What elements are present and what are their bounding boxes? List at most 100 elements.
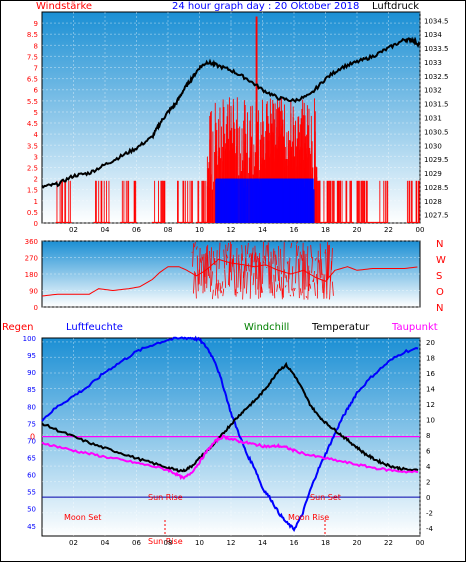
wind-y-tick: 4.5 — [27, 120, 38, 128]
pressure-y-tick: 1033 — [424, 59, 442, 67]
legend-temperatur: Temperatur — [311, 322, 370, 333]
temp-y-tick: 12 — [426, 401, 435, 409]
wind-y-tick: 2 — [34, 176, 38, 184]
x-tick: 10 — [195, 539, 204, 547]
wind-y-tick: 3 — [34, 153, 38, 161]
wind-y-tick: 8.5 — [27, 31, 38, 39]
x-tick: 22 — [384, 226, 393, 234]
wind-y-tick: 6 — [34, 87, 39, 95]
temp-y-tick: 0 — [426, 494, 430, 502]
wind-y-tick: 2.5 — [27, 164, 38, 172]
wind-y-tick: 5 — [34, 109, 38, 117]
x-tick: 04 — [101, 539, 110, 547]
compass-w: W — [436, 255, 446, 266]
humidity-y-tick: 90 — [27, 369, 36, 377]
humidity-y-tick: 55 — [27, 489, 36, 497]
temp-y-tick: 14 — [426, 385, 435, 393]
wind-y-tick: 1 — [34, 198, 38, 206]
pressure-y-tick: 1034.5 — [424, 17, 449, 25]
pressure-y-tick: 1030 — [424, 142, 442, 150]
wind-y-tick: 6.5 — [27, 76, 38, 84]
legend-luftfeuchte: Luftfeuchte — [66, 322, 123, 333]
x-tick: 20 — [353, 226, 362, 234]
direction-y-tick: 360 — [25, 238, 38, 246]
sun-rise-label: Sun Rise — [148, 493, 183, 502]
pressure-y-tick: 1034 — [424, 31, 442, 39]
temp-y-tick: 10 — [426, 417, 435, 425]
direction-y-tick: 180 — [25, 271, 38, 279]
compass-s: S — [436, 271, 442, 282]
temp-y-tick: 2 — [426, 479, 430, 487]
x-tick: 18 — [321, 539, 330, 547]
direction-y-tick: 270 — [25, 255, 38, 263]
x-tick: 12 — [227, 226, 236, 234]
x-tick: 14 — [258, 539, 267, 547]
x-tick: 22 — [384, 539, 393, 547]
legend-taupunkt: Taupunkt — [391, 322, 438, 333]
pressure-y-tick: 1031.5 — [424, 101, 449, 109]
x-tick: 14 — [258, 226, 267, 234]
temp-y-tick: -4 — [426, 525, 434, 533]
direction-y-tick: 0 — [34, 304, 38, 312]
pressure-y-tick: 1032.5 — [424, 73, 449, 81]
x-tick: 20 — [353, 539, 362, 547]
humidity-y-tick: 95 — [27, 352, 36, 360]
temp-y-tick: 16 — [426, 370, 435, 378]
pressure-y-tick: 1028 — [424, 198, 442, 206]
x-tick: 08 — [164, 539, 173, 547]
wind-y-tick: 9 — [34, 20, 38, 28]
wind-y-tick: 0.5 — [27, 209, 38, 217]
pressure-y-tick: 1029.5 — [424, 156, 449, 164]
moon-set-label: Moon Set — [64, 513, 101, 522]
temp-y-tick: 6 — [426, 448, 431, 456]
humidity-y-tick: 75 — [27, 420, 36, 428]
pressure-y-tick: 1028.5 — [424, 184, 449, 192]
x-tick: 06 — [132, 226, 141, 234]
pressure-y-tick: 1031 — [424, 115, 442, 123]
x-tick: 12 — [227, 539, 236, 547]
x-tick: 06 — [132, 539, 141, 547]
humidity-y-tick: 65 — [27, 454, 36, 462]
luftdruck-label: Luftdruck — [372, 1, 419, 12]
humidity-y-tick: 100 — [23, 335, 36, 343]
x-tick: 08 — [164, 226, 173, 234]
moon-rise-label: Moon Rise — [288, 513, 329, 522]
pressure-y-tick: 1032 — [424, 87, 442, 95]
temp-y-tick: -2 — [426, 510, 433, 518]
gust-bars — [216, 179, 314, 223]
x-tick: 00 — [416, 226, 425, 234]
wind-y-tick: 1.5 — [27, 187, 38, 195]
wind-y-tick: 4 — [34, 131, 39, 139]
x-tick: 00 — [416, 539, 425, 547]
wind-y-tick: 8 — [34, 42, 38, 50]
temp-y-tick: 18 — [426, 354, 435, 362]
direction-spike — [266, 267, 267, 268]
humidity-y-tick: 50 — [27, 506, 36, 514]
compass-n: N — [436, 239, 443, 250]
x-tick: 16 — [290, 539, 299, 547]
humidity-y-tick: 45 — [27, 523, 36, 531]
x-tick: 10 — [195, 226, 204, 234]
temp-y-tick: 8 — [426, 432, 430, 440]
legend-regen: Regen — [2, 322, 34, 333]
humidity-y-tick: 70 — [27, 437, 36, 445]
wind-y-tick: 7.5 — [27, 53, 38, 61]
sun-set-label: Sun Set — [310, 493, 341, 502]
direction-y-tick: 90 — [29, 288, 38, 296]
humidity-y-tick: 80 — [27, 403, 36, 411]
x-tick: 02 — [69, 226, 78, 234]
chart-title: 24 hour graph day : 20 Oktober 2018 — [172, 1, 359, 12]
pressure-y-tick: 1033.5 — [424, 45, 449, 53]
compass-n: N — [436, 303, 443, 314]
wind-y-tick: 0 — [34, 220, 38, 228]
x-tick: 04 — [101, 226, 110, 234]
x-tick: 18 — [321, 226, 330, 234]
x-tick: 02 — [69, 539, 78, 547]
pressure-y-tick: 1030.5 — [424, 128, 449, 136]
humidity-y-tick: 85 — [27, 386, 36, 394]
windstaerke-label: Windstärke — [36, 1, 92, 12]
x-tick: 16 — [290, 226, 299, 234]
compass-o: O — [436, 287, 444, 298]
